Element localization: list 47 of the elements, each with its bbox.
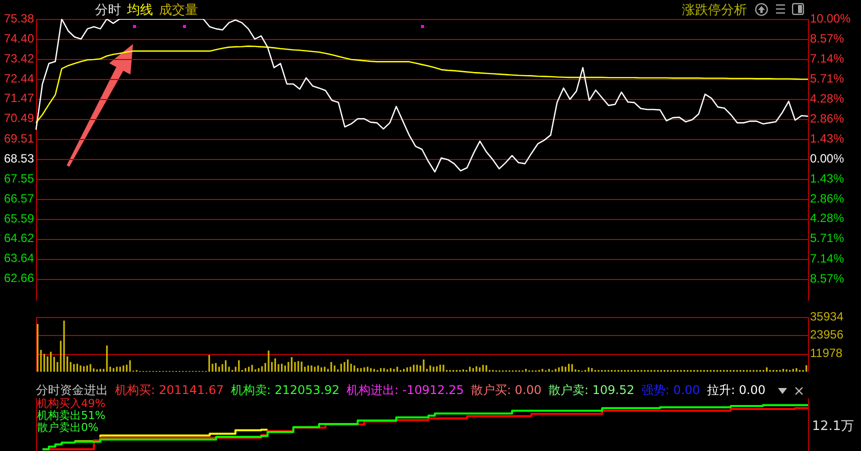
y-tick-label: 64.62: [4, 231, 34, 246]
y-tick-label: 23956: [810, 328, 844, 342]
annotation: 机构买入49%: [37, 397, 106, 410]
y-tick-label: 75.38: [4, 11, 34, 26]
y-tick-label: 70.49: [4, 111, 34, 126]
y2-tick-label: 5.71%: [810, 231, 844, 246]
y2-tick-label: 1.43%: [810, 171, 844, 186]
y2-tick-label: 2.86%: [810, 111, 844, 126]
y2-tick-label: 4.28%: [810, 91, 844, 106]
text: 12.1万: [812, 419, 854, 434]
y-tick-label: 74.40: [4, 31, 34, 46]
y2-tick-label: 7.14%: [810, 251, 844, 266]
y-tick-label: 73.42: [4, 51, 34, 66]
text: 机构买: 201141.67: [115, 383, 224, 397]
y-tick-label: 71.47: [4, 91, 34, 106]
y2-tick-label: 8.57%: [810, 271, 844, 286]
y2-tick-label: 0.00%: [810, 151, 844, 166]
chart-title: 成交量: [159, 3, 198, 18]
y2-tick-label: 2.86%: [810, 191, 844, 206]
annotation: 机构卖出51%: [37, 409, 106, 422]
text: 机构进出: -10912.25: [346, 383, 464, 397]
annotation: 散户卖出0%: [37, 421, 98, 434]
y2-tick-label: 7.14%: [810, 51, 844, 66]
text: 机构卖: 212053.92: [230, 383, 340, 397]
text: 涨跌停分析: [682, 3, 747, 18]
text: 强势: 0.00: [641, 383, 700, 397]
text: 散户卖: 109.52: [548, 383, 634, 397]
text: 均线: [127, 3, 153, 18]
y-tick-label: 35934: [810, 310, 844, 324]
text: 分时资金进出: [36, 383, 108, 397]
y-tick-label: 65.59: [4, 211, 34, 226]
y2-tick-label: 4.28%: [810, 211, 844, 226]
y2-tick-label: 5.71%: [810, 71, 844, 86]
y-tick-label: 63.64: [4, 251, 34, 266]
chart-title: 分时: [95, 2, 121, 19]
y2-tick-label: 10.00%: [810, 11, 852, 26]
y2-tick-label: 1.43%: [810, 131, 844, 146]
y2-tick-label: 8.57%: [810, 31, 844, 46]
text: 拉升: 0.00: [706, 383, 766, 397]
text: 散户买: 0.00: [470, 383, 542, 397]
y-tick-label: 62.66: [4, 271, 34, 286]
y-tick-label: 11978: [810, 346, 843, 360]
y-tick-label: 68.53: [4, 151, 34, 166]
y-tick-label: 69.51: [4, 131, 34, 146]
y-tick-label: 66.57: [4, 191, 34, 206]
y-tick-label: 67.55: [4, 171, 34, 186]
y-tick-label: 72.44: [4, 71, 34, 86]
